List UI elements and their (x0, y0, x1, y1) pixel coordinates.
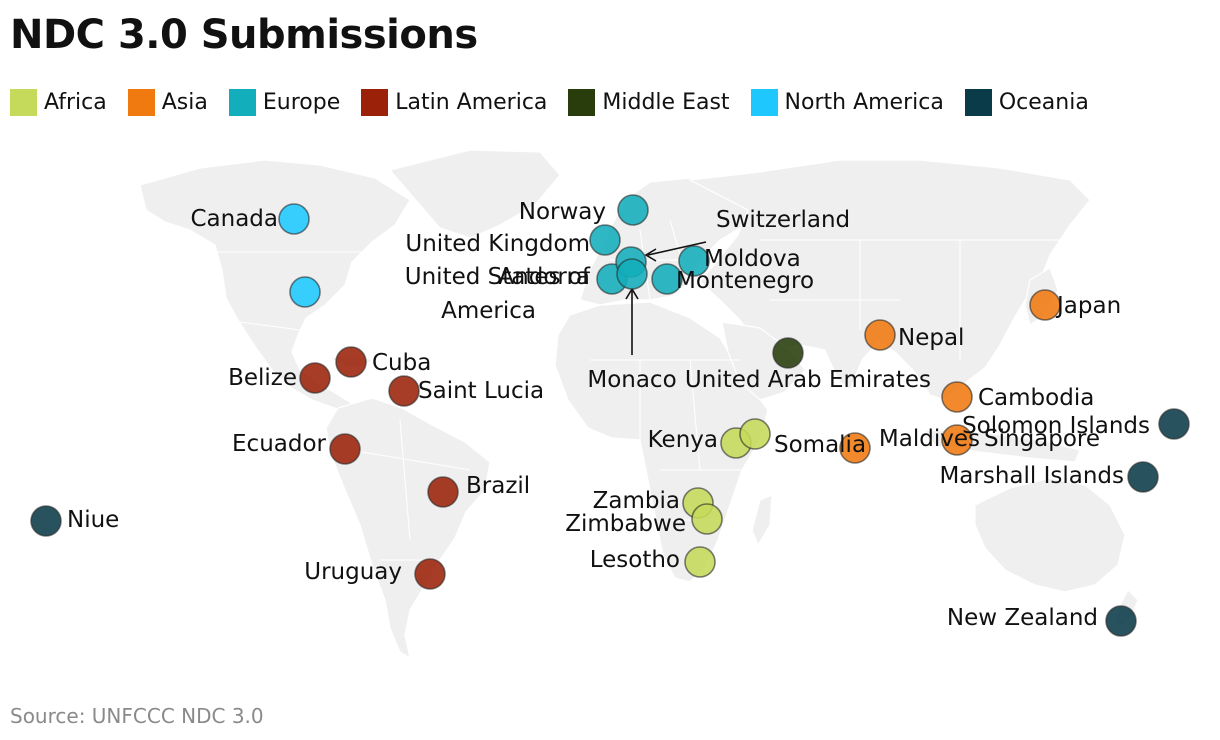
border-asia (760, 239, 1060, 360)
label-singapore: Singapore (984, 426, 1100, 452)
point-marshall-islands[interactable] (1127, 461, 1159, 493)
land-greenland (388, 149, 561, 239)
label-niue: Niue (67, 507, 119, 533)
label-solomon-islands: Solomon Islands (962, 413, 1150, 439)
border-us-mexico (239, 321, 301, 331)
legend-label-oceania: Oceania (998, 89, 1089, 115)
legend-label-latin-america: Latin America (395, 89, 548, 115)
land-australia (974, 477, 1126, 593)
border-africa-north (590, 359, 742, 521)
land-south-america (325, 397, 491, 660)
legend-swatch-oceania (964, 88, 992, 116)
label-nepal: Nepal (898, 325, 964, 351)
legend-item-asia[interactable]: Asia (127, 88, 208, 116)
point-somalia[interactable] (739, 418, 771, 450)
label-norway: Norway (519, 199, 606, 225)
label-zimbabwe: Zimbabwe (565, 511, 686, 537)
label-saint-lucia: Saint Lucia (418, 378, 544, 404)
label-brazil: Brazil (466, 473, 530, 499)
point-uruguay[interactable] (414, 558, 446, 590)
point-united-arab-emirates[interactable] (772, 337, 804, 369)
legend: Africa Asia Europe Latin America Middle … (10, 88, 1110, 116)
point-brazil[interactable] (427, 476, 459, 508)
point-montenegro[interactable] (651, 263, 683, 295)
point-canada[interactable] (278, 203, 310, 235)
switzerland-leader-line (647, 241, 707, 256)
legend-swatch-europe (228, 88, 256, 116)
label-belize: Belize (228, 365, 297, 391)
point-solomon-islands[interactable] (1158, 408, 1190, 440)
point-ecuador[interactable] (329, 433, 361, 465)
point-new-zealand[interactable] (1105, 605, 1137, 637)
label-new-zealand: New Zealand (947, 605, 1098, 631)
map-title: NDC 3.0 Submissions (10, 12, 478, 58)
point-united-states-of-america[interactable] (289, 276, 321, 308)
point-united-kingdom[interactable] (589, 224, 621, 256)
legend-label-middle-east: Middle East (602, 89, 730, 115)
legend-swatch-north-america (750, 88, 778, 116)
points-layer (30, 194, 1190, 637)
legend-swatch-asia (127, 88, 155, 116)
source-note: Source: UNFCCC NDC 3.0 (10, 704, 264, 728)
leader-lines (625, 241, 707, 355)
label-canada: Canada (190, 206, 278, 232)
point-cambodia[interactable] (941, 381, 973, 413)
label-ecuador: Ecuador (232, 431, 327, 457)
point-japan[interactable] (1029, 289, 1061, 321)
label-kenya: Kenya (648, 427, 718, 453)
label-japan: Japan (1055, 293, 1121, 319)
point-maldives[interactable] (839, 432, 871, 464)
point-cuba[interactable] (335, 346, 367, 378)
land-arabia (721, 321, 806, 401)
land-madagascar (751, 494, 773, 547)
label-zambia: Zambia (593, 488, 680, 514)
point-niue[interactable] (30, 505, 62, 537)
point-singapore[interactable] (941, 424, 973, 456)
label-cambodia: Cambodia (978, 385, 1094, 411)
legend-swatch-africa (10, 88, 37, 116)
point-norway[interactable] (617, 194, 649, 226)
point-lesotho[interactable] (684, 546, 716, 578)
legend-label-asia: Asia (161, 89, 208, 115)
label-andorra: Andorra (498, 264, 590, 290)
label-maldives: Maldives (879, 426, 980, 452)
land-north-america (139, 159, 411, 419)
label-somalia: Somalia (774, 432, 866, 458)
label-uruguay: Uruguay (304, 559, 402, 585)
label-united-arab-emirates: United Arab Emirates (685, 367, 931, 393)
legend-item-middle-east[interactable]: Middle East (568, 88, 730, 116)
label-monaco: Monaco (587, 367, 676, 393)
legend-item-latin-america[interactable]: Latin America (361, 88, 548, 116)
point-moldova[interactable] (678, 245, 710, 277)
legend-item-north-america[interactable]: North America (750, 88, 944, 116)
label-united-kingdom: United Kingdom (405, 231, 590, 257)
switzerland-arrowhead (644, 248, 657, 262)
label-montenegro: Montenegro (676, 268, 814, 294)
legend-label-europe: Europe (262, 89, 341, 115)
legend-item-africa[interactable]: Africa (10, 88, 107, 116)
point-monaco[interactable] (616, 258, 648, 290)
label-united-states-of-america: United States of America (405, 264, 591, 324)
point-nepal[interactable] (864, 319, 896, 351)
point-zimbabwe[interactable] (691, 503, 723, 535)
legend-label-africa: Africa (44, 89, 107, 115)
legend-label-north-america: North America (784, 89, 944, 115)
label-switzerland: Switzerland (716, 207, 850, 233)
legend-swatch-latin-america (361, 88, 389, 116)
label-cuba: Cuba (372, 350, 431, 376)
label-marshall-islands: Marshall Islands (939, 463, 1124, 489)
legend-item-europe[interactable]: Europe (228, 88, 341, 116)
label-moldova: Moldova (704, 246, 801, 272)
point-saint-lucia[interactable] (388, 375, 420, 407)
legend-item-oceania[interactable]: Oceania (964, 88, 1089, 116)
legend-swatch-middle-east (568, 88, 596, 116)
point-belize[interactable] (299, 362, 331, 394)
label-lesotho: Lesotho (590, 547, 680, 573)
